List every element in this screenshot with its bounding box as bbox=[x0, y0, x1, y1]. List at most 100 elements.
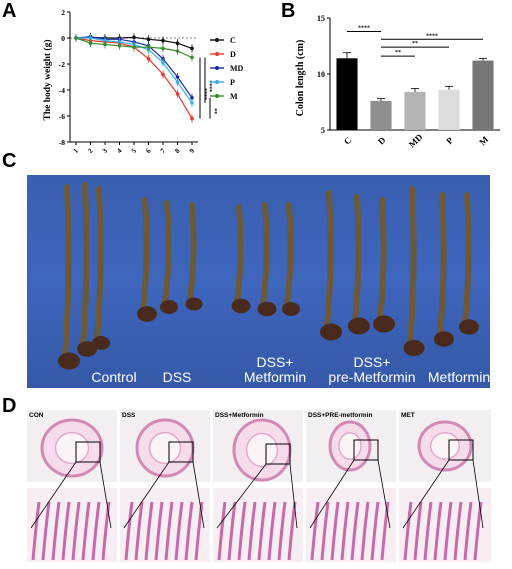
cecum bbox=[348, 317, 370, 335]
crypt bbox=[174, 501, 184, 561]
crypt bbox=[443, 501, 453, 561]
x-tick-label: 6 bbox=[144, 147, 152, 155]
x-tick-label: 3 bbox=[101, 147, 109, 155]
data-point-p bbox=[161, 60, 165, 65]
colon-specimen bbox=[437, 192, 447, 338]
colon-specimen bbox=[62, 184, 72, 360]
data-point-m bbox=[132, 45, 136, 49]
group-label-control: Control bbox=[91, 369, 137, 385]
legend-label-m: M bbox=[230, 92, 238, 101]
crypt bbox=[41, 501, 51, 561]
significance-label: ** bbox=[412, 41, 418, 47]
y-tick-label: 15 bbox=[317, 14, 325, 23]
colon-specimen bbox=[284, 202, 294, 308]
cecum bbox=[231, 298, 251, 314]
data-point-m bbox=[74, 36, 78, 40]
lumen bbox=[148, 431, 182, 465]
colon-specimen bbox=[140, 197, 150, 313]
cecum bbox=[137, 306, 157, 322]
crypt bbox=[184, 501, 194, 561]
data-point-m bbox=[190, 55, 194, 60]
significance-label: **** bbox=[206, 80, 212, 92]
x-tick-label: 9 bbox=[188, 147, 196, 155]
colon-specimen bbox=[162, 200, 172, 306]
lumen bbox=[429, 432, 461, 460]
significance-label: ** bbox=[395, 50, 401, 56]
group-label-dss: DSS bbox=[162, 369, 192, 385]
cecum bbox=[403, 339, 425, 357]
legend-marker bbox=[215, 94, 219, 98]
crypt bbox=[350, 501, 360, 561]
crypt bbox=[61, 501, 71, 561]
legend-marker bbox=[215, 52, 219, 56]
x-tick-label: 7 bbox=[159, 147, 167, 155]
panel-letter-a: A bbox=[2, 0, 17, 22]
cecum bbox=[320, 323, 342, 341]
crypt bbox=[247, 501, 257, 561]
group-label-metformin: Metformin bbox=[427, 369, 490, 385]
x-tick-label: 8 bbox=[173, 147, 181, 155]
x-tick-label: D bbox=[376, 135, 388, 147]
histo-label-dss: DSS bbox=[122, 412, 136, 419]
crypt bbox=[310, 501, 320, 561]
group-label-dss-pre-metformin: DSS+ pre-Metformin bbox=[328, 354, 416, 385]
y-tick-label: -6 bbox=[59, 112, 65, 121]
cecum bbox=[92, 336, 110, 350]
legend-label-d: D bbox=[230, 50, 236, 59]
colon-specimen bbox=[234, 204, 244, 305]
y-tick-label: -2 bbox=[59, 60, 65, 69]
bar-p bbox=[438, 89, 460, 130]
y-tick-label: 10 bbox=[317, 70, 325, 79]
crypt bbox=[227, 501, 237, 561]
histology-panel: CON DSS DSS+Metformin DSS+PRE-metformin … bbox=[27, 410, 493, 562]
data-point-d bbox=[146, 57, 151, 61]
y-tick-label: 5 bbox=[321, 126, 325, 135]
crypt bbox=[154, 501, 164, 561]
cecum bbox=[373, 315, 395, 333]
histo-label-dss-pre-metformin: DSS+PRE-metformin bbox=[308, 412, 373, 419]
legend-label-c: C bbox=[230, 36, 236, 45]
crypt bbox=[287, 501, 297, 561]
bar-d bbox=[370, 100, 392, 130]
crypt bbox=[330, 501, 340, 561]
crypt bbox=[403, 501, 413, 561]
crypt bbox=[370, 501, 380, 561]
crypt bbox=[360, 501, 370, 561]
crypt bbox=[194, 501, 204, 561]
group-label-dss-metformin: DSS+ Metformin bbox=[243, 354, 307, 385]
data-point-d bbox=[161, 72, 165, 77]
y-axis-label: The body weight (g) bbox=[42, 39, 53, 120]
colon-specimen bbox=[352, 194, 362, 325]
data-point-p bbox=[88, 36, 93, 40]
legend-marker bbox=[215, 80, 219, 84]
bar-m bbox=[472, 60, 494, 131]
crypt bbox=[320, 501, 330, 561]
data-point-d bbox=[175, 92, 180, 96]
x-tick-label: 5 bbox=[130, 147, 138, 155]
colon-specimen bbox=[462, 192, 472, 326]
x-tick-label: MD bbox=[407, 132, 425, 150]
cecum bbox=[257, 301, 277, 317]
crypt bbox=[164, 501, 174, 561]
panel-letter-c: C bbox=[2, 150, 17, 172]
crypt bbox=[413, 501, 423, 561]
significance-label: **** bbox=[358, 25, 370, 31]
significance-label: ** bbox=[211, 108, 217, 114]
data-point-p bbox=[175, 80, 180, 84]
crypt bbox=[433, 501, 443, 561]
x-tick-label: 4 bbox=[115, 147, 123, 155]
panel-letter-b: B bbox=[281, 0, 296, 22]
crypt bbox=[277, 501, 287, 561]
x-tick-label: 2 bbox=[86, 147, 94, 155]
legend-marker bbox=[215, 38, 219, 42]
colon-specimen bbox=[407, 186, 417, 347]
data-point-m bbox=[175, 49, 180, 53]
crypt bbox=[257, 501, 267, 561]
data-point-m bbox=[117, 44, 122, 48]
y-tick-label: 2 bbox=[61, 8, 65, 17]
y-tick-label: -4 bbox=[59, 86, 65, 95]
crypt bbox=[217, 501, 227, 561]
y-axis-label: Colon length (cm) bbox=[295, 40, 306, 117]
lumen bbox=[245, 432, 279, 468]
